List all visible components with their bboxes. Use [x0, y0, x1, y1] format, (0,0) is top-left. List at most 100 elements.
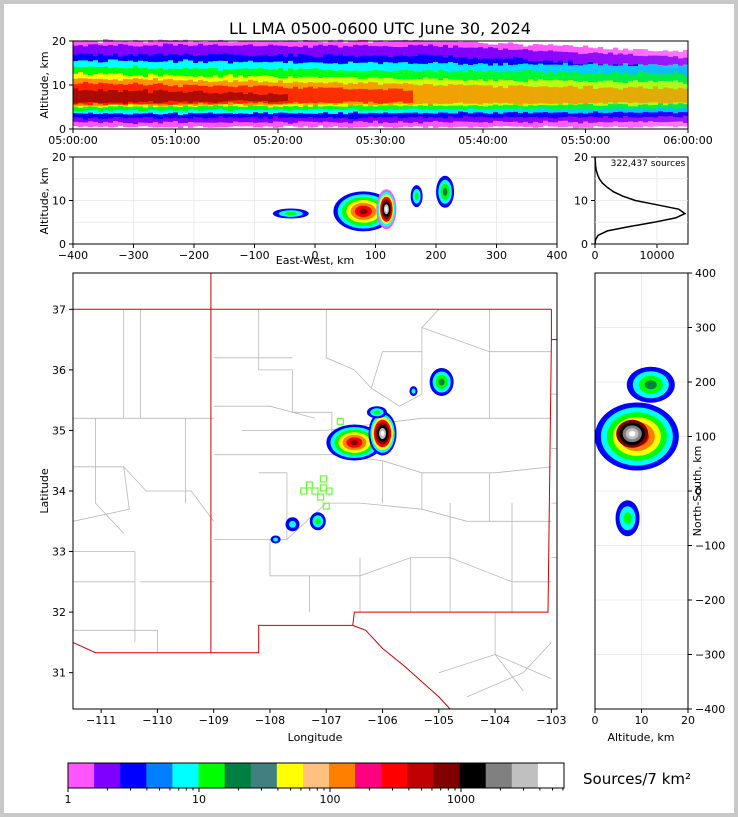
time-altitude-panel: 05:00:00 05:10:00 05:20:00 05:30:00 05:40:00…: [38, 35, 713, 147]
time-density-cell: [83, 89, 89, 103]
tick-label: −105: [424, 714, 454, 727]
time-density-cell: [178, 91, 184, 102]
time-density-cell: [288, 88, 294, 104]
time-density-cell: [553, 86, 559, 104]
time-density-cell: [438, 85, 444, 105]
time-density-cell: [523, 86, 529, 104]
colorbar-swatch: [329, 763, 356, 788]
tick-label: −108: [255, 714, 285, 727]
tick-label: 0: [695, 485, 702, 498]
time-density-cell: [123, 89, 129, 104]
time-density-cell: [633, 87, 639, 103]
county-line: [466, 642, 552, 698]
colorbar-swatch: [224, 763, 252, 788]
colorbar-swatch: [537, 763, 565, 788]
tick-label: −100: [695, 540, 725, 553]
time-density-cell: [173, 91, 179, 102]
source-count-annotation: 322,437 sources: [611, 159, 686, 169]
time-density-cell: [213, 93, 219, 103]
ns-ylabel: North-South, km: [691, 446, 704, 537]
colorbar-swatch: [459, 763, 487, 788]
time-density-cell: [483, 85, 489, 104]
time-density-cell: [403, 90, 409, 104]
hist-xticks: 0 10000: [592, 244, 675, 262]
time-density-cell: [118, 92, 124, 103]
time-density-cell: [383, 90, 389, 104]
map-xlabel: Longitude: [288, 731, 343, 744]
station-marker: [322, 502, 330, 510]
time-density-cell: [413, 84, 419, 105]
time-density-cell: [673, 89, 679, 103]
colorbar-swatch: [381, 763, 408, 788]
colorbar-swatch: [355, 763, 382, 788]
county-line: [123, 466, 215, 522]
time-density-cell: [253, 94, 259, 102]
county-line: [241, 417, 552, 431]
time-density-cell: [488, 85, 494, 104]
colorbar-swatch: [485, 763, 513, 788]
tick-label: 300: [695, 322, 716, 335]
time-density-cell: [598, 87, 604, 103]
time-density-cell: [423, 83, 429, 104]
tick-label: 20: [52, 151, 66, 164]
tick-label: 10: [52, 79, 66, 92]
figure-frame: LL LMA 0500-0600 UTC June 30, 2024 05:00…: [4, 4, 734, 813]
time-xticks: 05:00:00 05:10:00 05:20:00 05:30:00 05:40:00…: [48, 129, 713, 147]
tick-label: 05:10:00: [151, 134, 200, 147]
ew-yticks: 0 10 20: [52, 151, 73, 251]
time-density-cell: [558, 87, 564, 104]
hist-yticks: 0 10 20: [574, 151, 595, 251]
time-density-cell: [233, 92, 239, 101]
time-density-cell: [263, 94, 269, 101]
time-density-cell: [508, 85, 514, 104]
map-xticks: −111 −110 −109 −108 −107 −106 −105 −104 −103: [86, 709, 566, 727]
map-storm-main: [350, 439, 359, 446]
time-density-cell: [668, 88, 674, 104]
time-density-cell: [298, 88, 304, 104]
time-density-cell: [628, 86, 634, 104]
tick-label: 1: [65, 793, 72, 806]
time-density-cell: [398, 88, 404, 102]
county-line: [95, 418, 124, 534]
map-ylabel: Latitude: [38, 468, 51, 514]
time-density-cell: [273, 94, 279, 103]
tick-label: 33: [52, 546, 66, 559]
station-marker: [305, 481, 313, 489]
time-density-cell: [88, 90, 94, 102]
time-density-cell: [193, 90, 199, 102]
ew-xticks: −400 −300 −200 −100 0 100 200 300 400: [58, 244, 568, 262]
map-storm-ne-small: [411, 388, 416, 394]
county-line: [438, 654, 552, 680]
tick-label: 0: [59, 123, 66, 136]
tick-label: 37: [52, 303, 66, 316]
map-storm-south: [315, 518, 321, 525]
ns-storm-core: [629, 430, 636, 437]
tick-label: 10: [52, 195, 66, 208]
ew-storm-main: [359, 208, 368, 215]
station-marker: [311, 487, 319, 495]
time-density-cell: [218, 93, 224, 102]
county-line: [140, 309, 214, 419]
time-density-cell: [158, 89, 164, 103]
tick-label: 10: [192, 793, 206, 806]
county-line: [72, 466, 130, 522]
ew-storm-far-east: [442, 187, 448, 196]
ns-altitude-density: [594, 366, 679, 537]
time-density-cell: [258, 94, 264, 102]
altitude-histogram-curve: [594, 156, 687, 245]
time-density-cell: [418, 85, 424, 105]
time-density-cell: [643, 88, 649, 104]
time-density-cell: [563, 86, 569, 103]
tick-label: 0: [581, 238, 588, 251]
time-density-cell: [153, 90, 159, 103]
tick-label: 200: [426, 249, 447, 262]
tick-label: 100: [365, 249, 386, 262]
time-ylabel: Altitude, km: [38, 51, 51, 118]
colorbar-swatch: [94, 763, 121, 788]
plan-view-map: −111 −110 −109 −108 −107 −106 −105 −104 −103 313…: [38, 272, 566, 744]
time-density-cell: [93, 91, 99, 103]
ns-xticks: 0 10 20: [592, 709, 695, 727]
county-line: [73, 629, 158, 653]
tick-label: 35: [52, 424, 66, 437]
tick-label: −100: [239, 249, 269, 262]
